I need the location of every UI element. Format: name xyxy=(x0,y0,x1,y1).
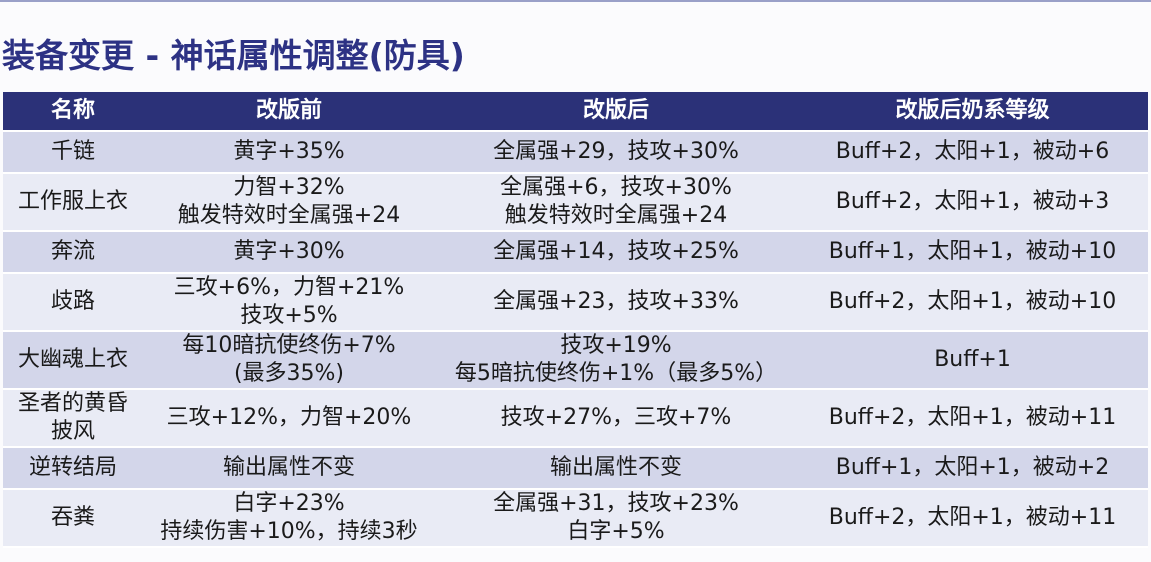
cell-before-line: 技攻+5% xyxy=(240,303,338,328)
cell-before-line: 黄字+35% xyxy=(233,139,345,164)
cell-name-line: 披风 xyxy=(50,419,95,444)
cell-name: 奔流 xyxy=(3,231,143,274)
table-row: 吞粪 白字+23% 持续伤害+10%，持续3秒 全属强+31，技攻+23% 白字+5% B… xyxy=(3,489,1148,548)
cell-name: 圣者的黄昏 披风 xyxy=(3,389,143,448)
cell-before-line: 触发特效时全属强+24 xyxy=(177,203,401,228)
cell-after-line: 全属强+23，技攻+33% xyxy=(493,289,739,314)
cell-name-line: 逆转结局 xyxy=(28,455,117,480)
cell-before-line: 输出属性不变 xyxy=(222,455,355,480)
table-row: 大幽魂上衣 每10暗抗使终伤+7% (最多35%) 技攻+19% 每5暗抗使终伤+1%（… xyxy=(3,331,1148,390)
cell-after-line: 全属强+31，技攻+23% xyxy=(493,491,739,516)
cell-before: 力智+32% 触发特效时全属强+24 xyxy=(143,173,435,232)
header-before: 改版前 xyxy=(143,92,435,132)
cell-name: 工作服上衣 xyxy=(3,173,143,232)
table-header-row: 名称 改版前 改版后 改版后奶系等级 xyxy=(3,92,1148,132)
cell-before: 输出属性不变 xyxy=(143,447,435,490)
header-name: 名称 xyxy=(3,92,143,132)
top-divider xyxy=(0,0,1151,2)
cell-before-line: 三攻+6%，力智+21% xyxy=(173,275,405,300)
header-level: 改版后奶系等级 xyxy=(797,92,1148,132)
cell-after-line: 全属强+6，技攻+30% xyxy=(500,175,732,200)
cell-after-line: 全属强+29，技攻+30% xyxy=(493,139,739,164)
cell-level-line: Buff+2，太阳+1，被动+6 xyxy=(835,139,1110,164)
cell-name-line: 吞粪 xyxy=(50,505,95,530)
table-row: 千链 黄字+35% 全属强+29，技攻+30% Buff+2，太阳+1，被动+6 xyxy=(3,131,1148,174)
cell-after-line: 白字+5% xyxy=(567,519,665,544)
cell-after: 技攻+19% 每5暗抗使终伤+1%（最多5%） xyxy=(435,331,797,390)
cell-after-line: 输出属性不变 xyxy=(549,455,682,480)
cell-name-line: 千链 xyxy=(50,139,95,164)
cell-before: 黄字+30% xyxy=(143,231,435,274)
cell-name: 大幽魂上衣 xyxy=(3,331,143,390)
table-body: 千链 黄字+35% 全属强+29，技攻+30% Buff+2，太阳+1，被动+6 工作服… xyxy=(3,131,1148,548)
cell-after: 全属强+14，技攻+25% xyxy=(435,231,797,274)
armor-change-table: 名称 改版前 改版后 改版后奶系等级 千链 黄字+35% 全属强+29，技攻+30%… xyxy=(3,92,1148,548)
cell-name-line: 大幽魂上衣 xyxy=(17,347,128,372)
table-row: 歧路 三攻+6%，力智+21% 技攻+5% 全属强+23，技攻+33% Buff+2，太… xyxy=(3,273,1148,332)
cell-after: 全属强+23，技攻+33% xyxy=(435,273,797,332)
table-row: 圣者的黄昏 披风 三攻+12%，力智+20% 技攻+27%，三攻+7% Buff+2，太… xyxy=(3,389,1148,448)
cell-before-line: (最多35%) xyxy=(233,361,345,386)
table-row: 工作服上衣 力智+32% 触发特效时全属强+24 全属强+6，技攻+30% 触发特效时全… xyxy=(3,173,1148,232)
cell-after-line: 每5暗抗使终伤+1%（最多5%） xyxy=(454,361,778,386)
cell-before: 每10暗抗使终伤+7% (最多35%) xyxy=(143,331,435,390)
page-title: 装备变更 - 神话属性调整(防具) xyxy=(2,36,465,75)
cell-level: Buff+1，太阳+1，被动+2 xyxy=(797,447,1148,490)
cell-level-line: Buff+2，太阳+1，被动+10 xyxy=(828,289,1117,314)
cell-before-line: 力智+32% xyxy=(233,175,345,200)
cell-level-line: Buff+2，太阳+1，被动+3 xyxy=(835,189,1110,214)
cell-name: 千链 xyxy=(3,131,143,174)
cell-before: 三攻+6%，力智+21% 技攻+5% xyxy=(143,273,435,332)
cell-level: Buff+1 xyxy=(797,331,1148,390)
cell-level-line: Buff+1，太阳+1，被动+10 xyxy=(828,239,1117,264)
cell-before-line: 黄字+30% xyxy=(233,239,345,264)
cell-name: 吞粪 xyxy=(3,489,143,548)
cell-level: Buff+2，太阳+1，被动+11 xyxy=(797,489,1148,548)
cell-before: 三攻+12%，力智+20% xyxy=(143,389,435,448)
cell-name-line: 工作服上衣 xyxy=(17,189,128,214)
cell-level: Buff+2，太阳+1，被动+6 xyxy=(797,131,1148,174)
cell-level: Buff+1，太阳+1，被动+10 xyxy=(797,231,1148,274)
cell-level: Buff+2，太阳+1，被动+10 xyxy=(797,273,1148,332)
cell-name: 逆转结局 xyxy=(3,447,143,490)
cell-before-line: 白字+23% xyxy=(233,491,345,516)
cell-after-line: 全属强+14，技攻+25% xyxy=(493,239,739,264)
table-row: 逆转结局 输出属性不变 输出属性不变 Buff+1，太阳+1，被动+2 xyxy=(3,447,1148,490)
cell-level-line: Buff+2，太阳+1，被动+11 xyxy=(828,405,1117,430)
cell-level-line: Buff+1，太阳+1，被动+2 xyxy=(835,455,1110,480)
cell-name: 歧路 xyxy=(3,273,143,332)
cell-after-line: 触发特效时全属强+24 xyxy=(504,203,728,228)
cell-after: 技攻+27%，三攻+7% xyxy=(435,389,797,448)
table-row: 奔流 黄字+30% 全属强+14，技攻+25% Buff+1，太阳+1，被动+10 xyxy=(3,231,1148,274)
header-after: 改版后 xyxy=(435,92,797,132)
cell-level: Buff+2，太阳+1，被动+3 xyxy=(797,173,1148,232)
cell-before-line: 三攻+12%，力智+20% xyxy=(166,405,412,430)
cell-after: 全属强+31，技攻+23% 白字+5% xyxy=(435,489,797,548)
cell-level-line: Buff+2，太阳+1，被动+11 xyxy=(828,505,1117,530)
cell-after-line: 技攻+19% xyxy=(560,333,672,358)
cell-before-line: 持续伤害+10%，持续3秒 xyxy=(160,519,418,544)
cell-name-line: 奔流 xyxy=(50,239,95,264)
cell-name-line: 歧路 xyxy=(50,289,95,314)
cell-level-line: Buff+1 xyxy=(934,347,1011,372)
cell-before: 白字+23% 持续伤害+10%，持续3秒 xyxy=(143,489,435,548)
cell-name-line: 圣者的黄昏 xyxy=(17,391,128,416)
cell-level: Buff+2，太阳+1，被动+11 xyxy=(797,389,1148,448)
cell-after-line: 技攻+27%，三攻+7% xyxy=(500,405,732,430)
cell-after: 全属强+29，技攻+30% xyxy=(435,131,797,174)
cell-before: 黄字+35% xyxy=(143,131,435,174)
cell-after: 输出属性不变 xyxy=(435,447,797,490)
cell-before-line: 每10暗抗使终伤+7% xyxy=(182,333,396,358)
cell-after: 全属强+6，技攻+30% 触发特效时全属强+24 xyxy=(435,173,797,232)
